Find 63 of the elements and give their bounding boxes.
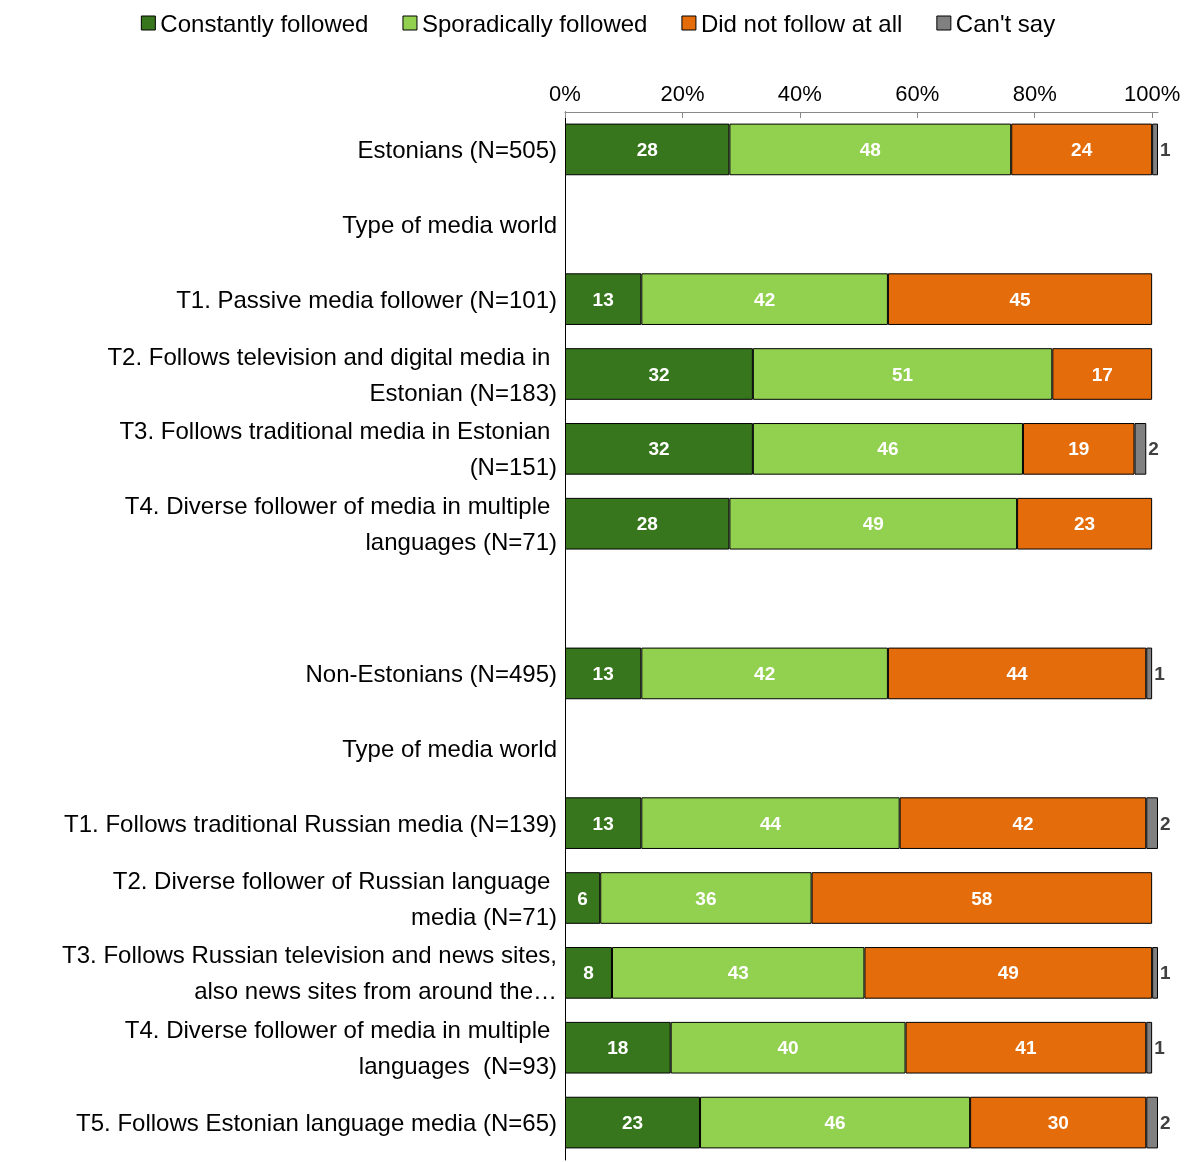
legend-label: Can't say [955, 9, 1056, 37]
data-label: 32 [648, 438, 670, 460]
data-label: 36 [695, 887, 717, 909]
data-label: 23 [1074, 513, 1096, 535]
data-label: 32 [648, 363, 670, 385]
data-label: 42 [1012, 812, 1034, 834]
data-label: 23 [621, 1112, 644, 1134]
data-label: 42 [754, 288, 776, 310]
x-tick-label: 20% [660, 80, 705, 106]
data-label: 8 [583, 962, 594, 984]
y-tick-label: T4. Diverse follower of media in multiple languages (N=71) [124, 492, 557, 556]
y-tick-label: T2. Follows television and digital media in Estonian (N=183) [107, 342, 557, 406]
y-tick-label: T3. Follows traditional media in Estonian (N=151) [119, 417, 557, 481]
y-tick-label: T2. Diverse follower of Russian language media (N=71) [112, 866, 557, 930]
x-tick-label: 80% [1012, 80, 1057, 106]
y-tick-label: T1. Passive media follower (N=101) [176, 285, 557, 313]
data-label: 28 [636, 513, 658, 535]
data-label: 24 [1071, 138, 1093, 160]
data-label: 46 [824, 1112, 846, 1134]
y-tick-label: Estonians (N=505) [357, 135, 557, 163]
y-tick-label: Type of media world [342, 210, 557, 238]
x-tick-label: 40% [777, 80, 822, 106]
data-label: 49 [862, 513, 884, 535]
legend-label: Did not follow at all [700, 9, 903, 37]
data-label: 13 [592, 288, 614, 310]
data-label: 49 [997, 962, 1019, 984]
y-tick-label: Non-Estonians (N=495) [305, 659, 557, 687]
y-tick-label: T4. Diverse follower of media in multiple languages (N=93) [124, 1016, 557, 1080]
data-label: 30 [1047, 1112, 1069, 1134]
data-label: 13 [592, 662, 614, 684]
data-label: 28 [636, 138, 658, 160]
data-label: 6 [577, 887, 588, 909]
data-label: 1 [1154, 1037, 1166, 1059]
x-tick-label: 60% [895, 80, 940, 106]
legend-label: Sporadically followed [421, 9, 648, 37]
data-label: 58 [971, 887, 993, 909]
data-label: 17 [1091, 363, 1113, 385]
y-tick-label: T3. Follows Russian television and news sites, also news sites from around the… [62, 941, 557, 1005]
data-label: 51 [892, 363, 914, 385]
y-tick-label: Type of media world [342, 734, 557, 762]
data-label: 1 [1154, 662, 1166, 684]
y-tick-label: T1. Follows traditional Russian media (N=139) [64, 809, 557, 837]
data-label: 43 [727, 962, 749, 984]
data-label: 1 [1160, 138, 1171, 160]
data-label: 1 [1160, 962, 1171, 984]
data-label: 13 [592, 812, 614, 834]
x-tick-label: 0% [549, 80, 581, 106]
data-label: 41 [1015, 1037, 1037, 1059]
data-label: 2 [1148, 438, 1159, 460]
data-label: 40 [777, 1037, 799, 1059]
data-label: 44 [759, 812, 782, 834]
data-label: 2 [1160, 812, 1171, 834]
x-tick-label: 100% [1123, 80, 1181, 106]
y-tick-label: T5. Follows Estonian language media (N=65) [76, 1109, 557, 1137]
legend-label: Constantly followed [160, 9, 369, 37]
data-label: 44 [1006, 662, 1029, 684]
data-label: 48 [859, 138, 881, 160]
data-label: 42 [754, 662, 776, 684]
data-label: 18 [607, 1037, 629, 1059]
data-label: 2 [1160, 1112, 1171, 1134]
data-label: 45 [1009, 288, 1032, 310]
data-label: 19 [1068, 438, 1090, 460]
data-label: 46 [877, 438, 899, 460]
